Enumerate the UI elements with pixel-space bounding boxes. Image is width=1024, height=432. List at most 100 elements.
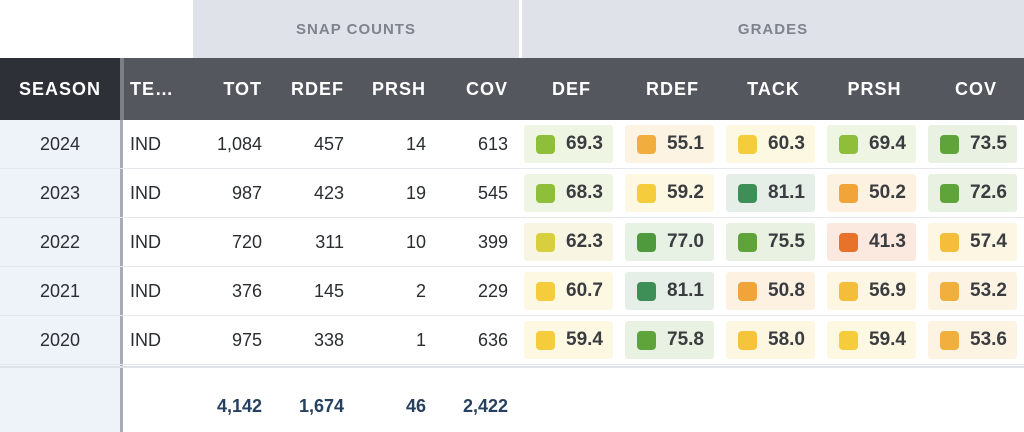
snap-cov-cell: 229 — [477, 280, 508, 301]
snap-rdef-cell: 145 — [313, 280, 344, 301]
col-header-grade-prsh[interactable]: PRSH — [847, 78, 902, 99]
grade-color-swatch — [536, 233, 555, 252]
grade-cell: 73.5 — [928, 125, 1017, 163]
snap-prsh-cell: 19 — [405, 182, 426, 203]
totals-row: 4,142 1,674 46 2,422 — [0, 366, 1024, 432]
grade-value: 53.6 — [970, 329, 1007, 350]
col-header-rdef[interactable]: RDEF — [291, 78, 344, 99]
grade-value: 56.9 — [869, 280, 906, 301]
grade-value: 77.0 — [667, 231, 704, 252]
col-header-team[interactable]: TE… — [130, 78, 175, 99]
total-tot: 4,142 — [216, 395, 262, 416]
snap-tot-cell: 975 — [231, 329, 262, 350]
snap-cov-cell: 545 — [477, 182, 508, 203]
grade-color-swatch — [839, 331, 858, 350]
grade-color-swatch — [738, 135, 757, 154]
grade-value: 53.2 — [970, 280, 1007, 301]
grade-value: 73.5 — [970, 133, 1007, 154]
team-cell: IND — [130, 133, 161, 154]
grade-value: 50.2 — [869, 182, 906, 203]
col-header-prsh[interactable]: PRSH — [371, 78, 426, 99]
team-cell: IND — [130, 182, 161, 203]
season-column-bg — [0, 120, 120, 432]
snap-cov-cell: 636 — [477, 329, 508, 350]
grade-value: 60.7 — [566, 280, 603, 301]
grade-value: 59.2 — [667, 182, 704, 203]
column-header-row — [0, 58, 1024, 120]
group-grades: GRADES — [522, 0, 1024, 58]
group-snap-counts: SNAP COUNTS — [193, 0, 519, 58]
season-cell: 2024 — [39, 133, 81, 154]
col-header-tot[interactable]: TOT — [223, 78, 262, 99]
grade-color-swatch — [637, 135, 656, 154]
season-header-bg — [0, 58, 120, 120]
season-cell: 2020 — [39, 329, 81, 350]
table-row[interactable]: 2020 IND 975 338 1 636 59.4 75.8 58.0 59.4 53.6 — [0, 316, 1024, 365]
grade-cell: 59.4 — [827, 321, 916, 359]
snap-cov-cell: 399 — [477, 231, 508, 252]
group-header-row: SNAP COUNTS GRADES — [0, 0, 1024, 58]
grade-color-swatch — [839, 184, 858, 203]
grade-value: 59.4 — [566, 329, 603, 350]
grade-value: 69.3 — [566, 133, 603, 154]
snap-prsh-cell: 2 — [415, 280, 426, 301]
grade-value: 59.4 — [869, 329, 906, 350]
grade-color-swatch — [839, 282, 858, 301]
grade-cell: 60.3 — [726, 125, 815, 163]
grade-color-swatch — [940, 331, 959, 350]
grade-value: 69.4 — [869, 133, 906, 154]
snap-tot-cell: 1,084 — [216, 133, 262, 154]
grade-cell: 57.4 — [928, 223, 1017, 261]
grade-color-swatch — [839, 135, 858, 154]
grade-cell: 60.7 — [524, 272, 613, 310]
season-cell: 2023 — [39, 182, 81, 203]
col-header-grade-tack[interactable]: TACK — [747, 78, 800, 99]
grade-cell: 77.0 — [625, 223, 714, 261]
grade-cell: 69.4 — [827, 125, 916, 163]
col-header-grade-cov[interactable]: COV — [954, 78, 997, 99]
grade-value: 75.5 — [768, 231, 805, 252]
grade-value: 75.8 — [667, 329, 704, 350]
grade-cell: 59.4 — [524, 321, 613, 359]
grade-value: 81.1 — [768, 182, 805, 203]
grade-cell: 68.3 — [524, 174, 613, 212]
table-row[interactable]: 2023 IND 987 423 19 545 68.3 59.2 81.1 50.2 72.6 — [0, 169, 1024, 218]
grade-cell: 41.3 — [827, 223, 916, 261]
snap-prsh-cell: 1 — [415, 329, 426, 350]
grade-color-swatch — [637, 331, 656, 350]
table-row[interactable]: 2024 IND 1,084 457 14 613 69.3 55.1 60.3 69.4 73.5 — [0, 120, 1024, 169]
grade-value: 68.3 — [566, 182, 603, 203]
grade-color-swatch — [536, 331, 555, 350]
snap-tot-cell: 720 — [231, 231, 262, 252]
grade-cell: 58.0 — [726, 321, 815, 359]
grade-color-swatch — [940, 233, 959, 252]
col-header-grade-def[interactable]: DEF — [552, 78, 591, 99]
grade-value: 72.6 — [970, 182, 1007, 203]
team-cell: IND — [130, 280, 161, 301]
season-cell: 2021 — [39, 280, 81, 301]
grade-color-swatch — [839, 233, 858, 252]
grade-value: 62.3 — [566, 231, 603, 252]
grade-cell: 72.6 — [928, 174, 1017, 212]
grade-color-swatch — [738, 331, 757, 350]
grade-value: 41.3 — [869, 231, 906, 252]
grade-color-swatch — [637, 184, 656, 203]
grade-cell: 75.5 — [726, 223, 815, 261]
snap-cov-cell: 613 — [477, 133, 508, 154]
snap-tot-cell: 376 — [231, 280, 262, 301]
col-header-cov[interactable]: COV — [465, 78, 508, 99]
grade-cell: 50.2 — [827, 174, 916, 212]
grade-cell: 55.1 — [625, 125, 714, 163]
grade-cell: 53.2 — [928, 272, 1017, 310]
grade-cell: 62.3 — [524, 223, 613, 261]
snap-prsh-cell: 10 — [405, 231, 426, 252]
season-cell: 2022 — [39, 231, 81, 252]
grade-color-swatch — [536, 184, 555, 203]
column-divider — [120, 120, 123, 432]
col-header-season[interactable]: SEASON — [18, 78, 102, 99]
grade-value: 58.0 — [768, 329, 805, 350]
table-row[interactable]: 2022 IND 720 311 10 399 62.3 77.0 75.5 41.3 57.4 — [0, 218, 1024, 267]
grade-color-swatch — [738, 184, 757, 203]
col-header-grade-rdef[interactable]: RDEF — [646, 78, 699, 99]
table-row[interactable]: 2021 IND 376 145 2 229 60.7 81.1 50.8 56.9 53.2 — [0, 267, 1024, 316]
